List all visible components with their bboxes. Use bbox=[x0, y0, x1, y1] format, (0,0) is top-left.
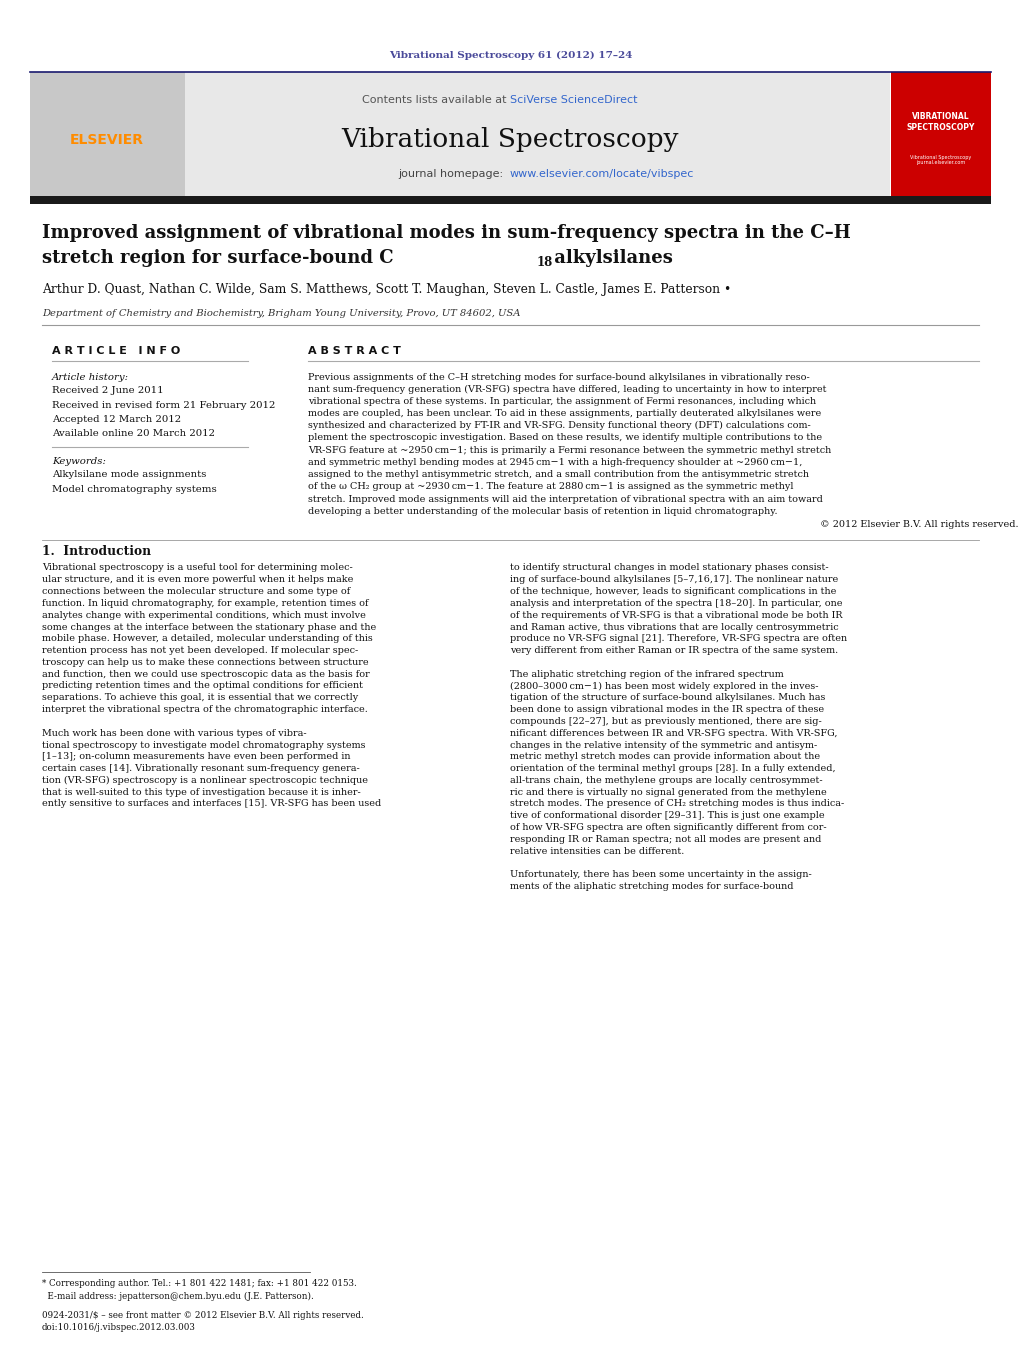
Text: E-mail address: jepatterson@chem.byu.edu (J.E. Patterson).: E-mail address: jepatterson@chem.byu.edu… bbox=[42, 1292, 313, 1301]
Text: [1–13]; on-column measurements have even been performed in: [1–13]; on-column measurements have even… bbox=[42, 753, 350, 762]
Text: * Corresponding author. Tel.: +1 801 422 1481; fax: +1 801 422 0153.: * Corresponding author. Tel.: +1 801 422… bbox=[42, 1278, 356, 1288]
Text: Available online 20 March 2012: Available online 20 March 2012 bbox=[52, 428, 215, 438]
Text: orientation of the terminal methyl groups [28]. In a fully extended,: orientation of the terminal methyl group… bbox=[510, 765, 835, 773]
Text: to identify structural changes in model stationary phases consist-: to identify structural changes in model … bbox=[510, 563, 829, 573]
Text: journal homepage:: journal homepage: bbox=[398, 169, 510, 178]
Text: and function, then we could use spectroscopic data as the basis for: and function, then we could use spectros… bbox=[42, 670, 370, 678]
Text: compounds [22–27], but as previously mentioned, there are sig-: compounds [22–27], but as previously men… bbox=[510, 717, 822, 725]
Text: 1.  Introduction: 1. Introduction bbox=[42, 546, 151, 558]
Text: A R T I C L E   I N F O: A R T I C L E I N F O bbox=[52, 346, 181, 357]
Text: SciVerse ScienceDirect: SciVerse ScienceDirect bbox=[510, 95, 637, 105]
Text: tional spectroscopy to investigate model chromatography systems: tional spectroscopy to investigate model… bbox=[42, 740, 366, 750]
Text: of the ω CH₂ group at ~2930 cm−1. The feature at 2880 cm−1 is assigned as the sy: of the ω CH₂ group at ~2930 cm−1. The fe… bbox=[308, 482, 793, 492]
Text: metric methyl stretch modes can provide information about the: metric methyl stretch modes can provide … bbox=[510, 753, 820, 762]
Text: doi:10.1016/j.vibspec.2012.03.003: doi:10.1016/j.vibspec.2012.03.003 bbox=[42, 1324, 196, 1332]
Text: nant sum-frequency generation (VR-SFG) spectra have differed, leading to uncerta: nant sum-frequency generation (VR-SFG) s… bbox=[308, 385, 827, 393]
Text: Model chromatography systems: Model chromatography systems bbox=[52, 485, 216, 493]
Text: Department of Chemistry and Biochemistry, Brigham Young University, Provo, UT 84: Department of Chemistry and Biochemistry… bbox=[42, 309, 521, 319]
Text: vibrational spectra of these systems. In particular, the assignment of Fermi res: vibrational spectra of these systems. In… bbox=[308, 397, 816, 405]
Text: tigation of the structure of surface-bound alkylsilanes. Much has: tigation of the structure of surface-bou… bbox=[510, 693, 825, 703]
Text: responding IR or Raman spectra; not all modes are present and: responding IR or Raman spectra; not all … bbox=[510, 835, 821, 844]
Text: of how VR-SFG spectra are often significantly different from cor-: of how VR-SFG spectra are often signific… bbox=[510, 823, 827, 832]
Text: Previous assignments of the C–H stretching modes for surface-bound alkylsilanes : Previous assignments of the C–H stretchi… bbox=[308, 373, 810, 381]
Text: predicting retention times and the optimal conditions for efficient: predicting retention times and the optim… bbox=[42, 681, 363, 690]
Text: separations. To achieve this goal, it is essential that we correctly: separations. To achieve this goal, it is… bbox=[42, 693, 358, 703]
Text: 0924-2031/$ – see front matter © 2012 Elsevier B.V. All rights reserved.: 0924-2031/$ – see front matter © 2012 El… bbox=[42, 1310, 363, 1320]
Text: been done to assign vibrational modes in the IR spectra of these: been done to assign vibrational modes in… bbox=[510, 705, 824, 715]
Text: modes are coupled, has been unclear. To aid in these assignments, partially deut: modes are coupled, has been unclear. To … bbox=[308, 409, 821, 417]
Text: analytes change with experimental conditions, which must involve: analytes change with experimental condit… bbox=[42, 611, 366, 620]
Text: that is well-suited to this type of investigation because it is inher-: that is well-suited to this type of inve… bbox=[42, 788, 360, 797]
Text: Vibrational Spectroscopy 61 (2012) 17–24: Vibrational Spectroscopy 61 (2012) 17–24 bbox=[389, 50, 632, 59]
Text: Unfortunately, there has been some uncertainty in the assign-: Unfortunately, there has been some uncer… bbox=[510, 870, 812, 880]
Text: plement the spectroscopic investigation. Based on these results, we identify mul: plement the spectroscopic investigation.… bbox=[308, 434, 822, 443]
Bar bbox=[30, 196, 991, 204]
Text: of the technique, however, leads to significant complications in the: of the technique, however, leads to sign… bbox=[510, 588, 836, 596]
Text: VIBRATIONAL
SPECTROSCOPY: VIBRATIONAL SPECTROSCOPY bbox=[907, 112, 975, 131]
Text: troscopy can help us to make these connections between structure: troscopy can help us to make these conne… bbox=[42, 658, 369, 667]
Text: Vibrational Spectroscopy
journal.elsevier.com: Vibrational Spectroscopy journal.elsevie… bbox=[911, 154, 972, 165]
Text: alkylsilanes: alkylsilanes bbox=[548, 249, 673, 267]
Text: stretch. Improved mode assignments will aid the interpretation of vibrational sp: stretch. Improved mode assignments will … bbox=[308, 494, 823, 504]
Text: ELSEVIER: ELSEVIER bbox=[70, 132, 144, 147]
Text: produce no VR-SFG signal [21]. Therefore, VR-SFG spectra are often: produce no VR-SFG signal [21]. Therefore… bbox=[510, 635, 847, 643]
Text: mobile phase. However, a detailed, molecular understanding of this: mobile phase. However, a detailed, molec… bbox=[42, 635, 373, 643]
Text: very different from either Raman or IR spectra of the same system.: very different from either Raman or IR s… bbox=[510, 646, 838, 655]
Text: (2800–3000 cm−1) has been most widely explored in the inves-: (2800–3000 cm−1) has been most widely ex… bbox=[510, 681, 819, 690]
Text: Contents lists available at: Contents lists available at bbox=[362, 95, 510, 105]
Bar bbox=[30, 72, 185, 196]
Text: certain cases [14]. Vibrationally resonant sum-frequency genera-: certain cases [14]. Vibrationally resona… bbox=[42, 765, 359, 773]
Text: stretch region for surface-bound C: stretch region for surface-bound C bbox=[42, 249, 394, 267]
Bar bbox=[891, 72, 991, 196]
Text: analysis and interpretation of the spectra [18–20]. In particular, one: analysis and interpretation of the spect… bbox=[510, 598, 842, 608]
Text: some changes at the interface between the stationary phase and the: some changes at the interface between th… bbox=[42, 623, 377, 631]
Text: assigned to the methyl antisymmetric stretch, and a small contribution from the : assigned to the methyl antisymmetric str… bbox=[308, 470, 809, 480]
Text: changes in the relative intensity of the symmetric and antisym-: changes in the relative intensity of the… bbox=[510, 740, 817, 750]
Text: A B S T R A C T: A B S T R A C T bbox=[308, 346, 401, 357]
Text: Vibrational Spectroscopy: Vibrational Spectroscopy bbox=[341, 127, 679, 153]
Text: ric and there is virtually no signal generated from the methylene: ric and there is virtually no signal gen… bbox=[510, 788, 827, 797]
Text: function. In liquid chromatography, for example, retention times of: function. In liquid chromatography, for … bbox=[42, 598, 369, 608]
Text: and symmetric methyl bending modes at 2945 cm−1 with a high-frequency shoulder a: and symmetric methyl bending modes at 29… bbox=[308, 458, 803, 467]
Text: 18: 18 bbox=[537, 257, 553, 269]
Text: and Raman active, thus vibrations that are locally centrosymmetric: and Raman active, thus vibrations that a… bbox=[510, 623, 838, 631]
Text: ments of the aliphatic stretching modes for surface-bound: ments of the aliphatic stretching modes … bbox=[510, 882, 793, 892]
Text: ular structure, and it is even more powerful when it helps make: ular structure, and it is even more powe… bbox=[42, 576, 353, 584]
Text: Accepted 12 March 2012: Accepted 12 March 2012 bbox=[52, 415, 181, 423]
Text: interpret the vibrational spectra of the chromatographic interface.: interpret the vibrational spectra of the… bbox=[42, 705, 368, 715]
Text: Article history:: Article history: bbox=[52, 373, 129, 381]
Text: Received 2 June 2011: Received 2 June 2011 bbox=[52, 386, 163, 396]
Text: nificant differences between IR and VR-SFG spectra. With VR-SFG,: nificant differences between IR and VR-S… bbox=[510, 728, 837, 738]
Text: of the requirements of VR-SFG is that a vibrational mode be both IR: of the requirements of VR-SFG is that a … bbox=[510, 611, 842, 620]
Text: Alkylsilane mode assignments: Alkylsilane mode assignments bbox=[52, 470, 206, 480]
Text: Received in revised form 21 February 2012: Received in revised form 21 February 201… bbox=[52, 400, 276, 409]
Text: Much work has been done with various types of vibra-: Much work has been done with various typ… bbox=[42, 728, 306, 738]
Text: connections between the molecular structure and some type of: connections between the molecular struct… bbox=[42, 588, 350, 596]
Text: synthesized and characterized by FT-IR and VR-SFG. Density functional theory (DF: synthesized and characterized by FT-IR a… bbox=[308, 422, 811, 431]
Text: all-trans chain, the methylene groups are locally centrosymmet-: all-trans chain, the methylene groups ar… bbox=[510, 775, 823, 785]
Text: Keywords:: Keywords: bbox=[52, 457, 106, 466]
Text: ently sensitive to surfaces and interfaces [15]. VR-SFG has been used: ently sensitive to surfaces and interfac… bbox=[42, 800, 381, 808]
Text: The aliphatic stretching region of the infrared spectrum: The aliphatic stretching region of the i… bbox=[510, 670, 784, 678]
Text: ing of surface-bound alkylsilanes [5–7,16,17]. The nonlinear nature: ing of surface-bound alkylsilanes [5–7,1… bbox=[510, 576, 838, 584]
Text: www.elsevier.com/locate/vibspec: www.elsevier.com/locate/vibspec bbox=[510, 169, 694, 178]
Text: Improved assignment of vibrational modes in sum-frequency spectra in the C–H: Improved assignment of vibrational modes… bbox=[42, 224, 850, 242]
Bar bbox=[30, 72, 890, 196]
Text: relative intensities can be different.: relative intensities can be different. bbox=[510, 847, 684, 855]
Text: tion (VR-SFG) spectroscopy is a nonlinear spectroscopic technique: tion (VR-SFG) spectroscopy is a nonlinea… bbox=[42, 775, 368, 785]
Text: VR-SFG feature at ~2950 cm−1; this is primarily a Fermi resonance between the sy: VR-SFG feature at ~2950 cm−1; this is pr… bbox=[308, 446, 831, 455]
Text: tive of conformational disorder [29–31]. This is just one example: tive of conformational disorder [29–31].… bbox=[510, 812, 825, 820]
Text: developing a better understanding of the molecular basis of retention in liquid : developing a better understanding of the… bbox=[308, 507, 778, 516]
Text: stretch modes. The presence of CH₂ stretching modes is thus indica-: stretch modes. The presence of CH₂ stret… bbox=[510, 800, 844, 808]
Text: Vibrational spectroscopy is a useful tool for determining molec-: Vibrational spectroscopy is a useful too… bbox=[42, 563, 352, 573]
Text: Arthur D. Quast, Nathan C. Wilde, Sam S. Matthews, Scott T. Maughan, Steven L. C: Arthur D. Quast, Nathan C. Wilde, Sam S.… bbox=[42, 282, 731, 296]
Text: © 2012 Elsevier B.V. All rights reserved.: © 2012 Elsevier B.V. All rights reserved… bbox=[820, 520, 1019, 528]
Text: retention process has not yet been developed. If molecular spec-: retention process has not yet been devel… bbox=[42, 646, 358, 655]
